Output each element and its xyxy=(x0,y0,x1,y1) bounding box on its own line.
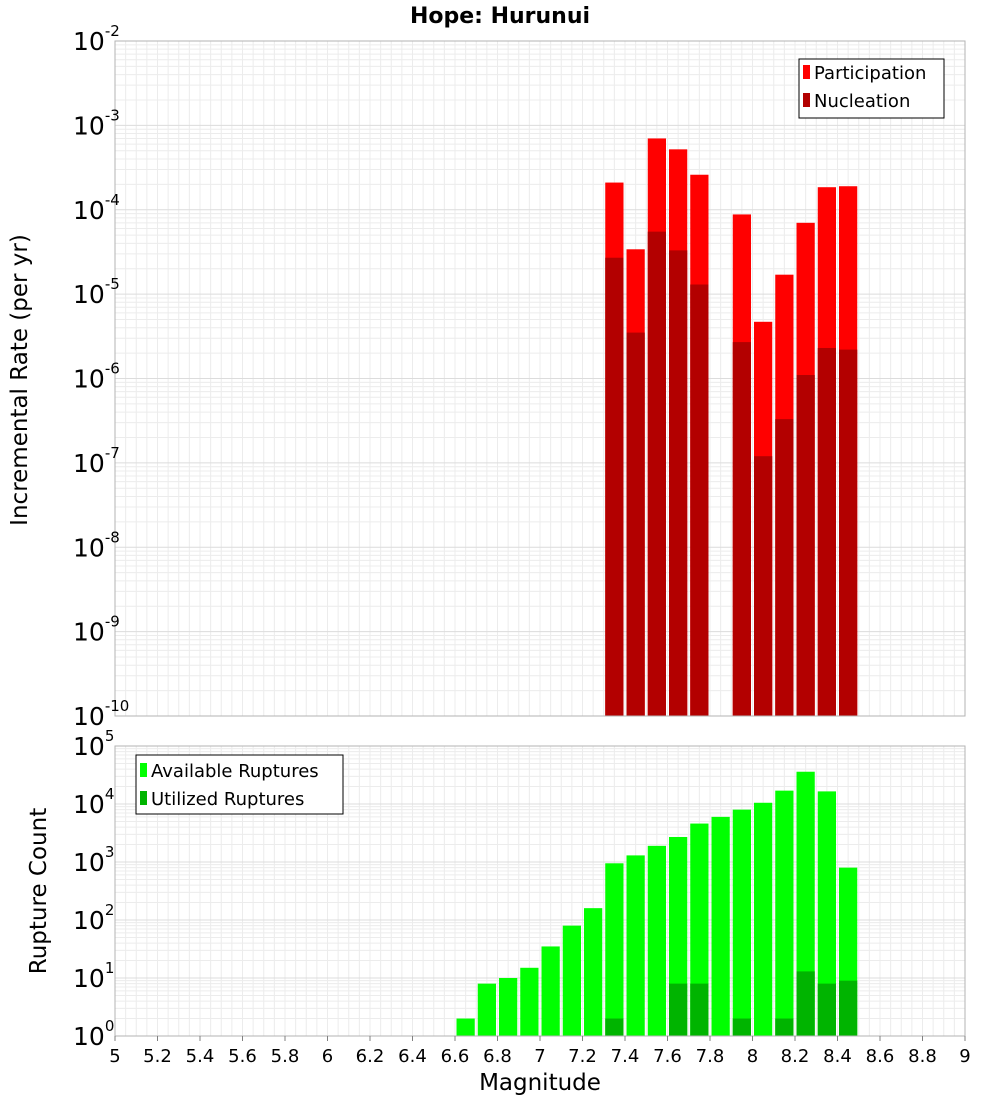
x-tick-label-6-2: 6.2 xyxy=(356,1046,385,1067)
legend-label-nucleation: Nucleation xyxy=(814,91,910,112)
count-panel: 100 101 102 103 104 105 5 5.2 5.4 5.6 5.8 6 6.2 6.4 6… xyxy=(26,727,971,1096)
chart-title: Hope: Hurunui xyxy=(410,4,590,29)
x-tick-label-7-2: 7.2 xyxy=(568,1046,597,1067)
count-bars xyxy=(456,771,858,1036)
bar-available-ruptures-8-05 xyxy=(754,802,773,1036)
bar-available-ruptures-7-55 xyxy=(647,845,666,1036)
bar-available-ruptures-7-15 xyxy=(562,925,581,1036)
legend-swatch-available-ruptures xyxy=(140,763,147,777)
bar-nucleation-7-55 xyxy=(647,231,666,716)
bar-available-ruptures-7-95 xyxy=(732,809,751,1036)
legend-swatch-nucleation xyxy=(803,93,810,107)
x-tick-label-8-8: 8.8 xyxy=(908,1046,937,1067)
y-tick-label-3: 103 xyxy=(73,843,114,877)
x-tick-label-7: 7 xyxy=(534,1046,545,1067)
x-tick-label-7-4: 7.4 xyxy=(611,1046,640,1067)
bar-available-ruptures-7-45 xyxy=(626,855,645,1036)
x-tick-label-5: 5 xyxy=(109,1046,120,1067)
bar-utilized-ruptures-8-35 xyxy=(817,983,836,1036)
bar-nucleation-7-95 xyxy=(732,342,751,716)
rate-legend-box xyxy=(798,58,945,119)
bar-nucleation-8-15 xyxy=(775,419,794,716)
y-tick-label-5: 105 xyxy=(73,727,114,761)
count-y-axis-title: Rupture Count xyxy=(26,808,52,974)
bar-utilized-ruptures-7-95 xyxy=(732,1018,751,1036)
bar-utilized-ruptures-8-25 xyxy=(796,971,815,1036)
legend-swatch-utilized-ruptures xyxy=(140,791,147,805)
bar-available-ruptures-7-25 xyxy=(584,908,603,1036)
rate-plot-frame xyxy=(114,40,966,717)
legend-label-available-ruptures: Available Ruptures xyxy=(151,761,319,782)
y-tick-label-4: 104 xyxy=(73,785,114,819)
bar-utilized-ruptures-8-15 xyxy=(775,1018,794,1036)
bar-nucleation-8-05 xyxy=(754,456,773,716)
bar-nucleation-7-45 xyxy=(626,332,645,716)
bar-available-ruptures-8-15 xyxy=(775,790,794,1036)
bar-nucleation-8-45 xyxy=(839,349,858,716)
y-tick-label-9: 10-9 xyxy=(73,613,120,647)
bar-available-ruptures-6-85 xyxy=(499,978,518,1036)
y-tick-label-6: 10-6 xyxy=(73,360,120,394)
x-tick-label-5-8: 5.8 xyxy=(271,1046,300,1067)
x-tick-label-6-4: 6.4 xyxy=(398,1046,427,1067)
rate-panel: 10-10 10-9 10-8 10-7 10-6 10-5 10-4 10-3 10-2 In… xyxy=(7,22,966,731)
x-tick-label-8: 8 xyxy=(747,1046,758,1067)
bar-available-ruptures-6-95 xyxy=(520,967,539,1036)
rate-gridlines xyxy=(114,41,966,717)
x-tick-label-8-2: 8.2 xyxy=(781,1046,810,1067)
x-tick-label-5-4: 5.4 xyxy=(186,1046,215,1067)
y-tick-label-1: 101 xyxy=(73,959,114,993)
legend-label-utilized-ruptures: Utilized Ruptures xyxy=(151,789,304,810)
bar-nucleation-8-25 xyxy=(796,375,815,716)
x-tick-label-8-4: 8.4 xyxy=(823,1046,852,1067)
rate-bars xyxy=(605,138,858,717)
legend-label-participation: Participation xyxy=(814,63,926,84)
bar-available-ruptures-6-65 xyxy=(456,1018,475,1036)
x-tick-label-6: 6 xyxy=(322,1046,333,1067)
y-tick-label-3: 10-3 xyxy=(73,106,120,140)
count-y-ticks: 100 101 102 103 104 105 xyxy=(73,727,114,1051)
bar-available-ruptures-7-75 xyxy=(690,823,709,1036)
x-axis-title: Magnitude xyxy=(479,1070,601,1096)
x-tick-label-8-6: 8.6 xyxy=(866,1046,895,1067)
x-tick-label-6-6: 6.6 xyxy=(441,1046,470,1067)
bar-nucleation-7-75 xyxy=(690,284,709,716)
count-legend-box xyxy=(135,754,344,815)
bar-available-ruptures-7-35 xyxy=(605,863,624,1036)
x-tick-label-9: 9 xyxy=(959,1046,970,1067)
y-tick-label-5: 10-5 xyxy=(73,275,120,309)
bar-available-ruptures-7-05 xyxy=(541,946,560,1036)
legend-swatch-participation xyxy=(803,65,810,79)
bar-utilized-ruptures-7-65 xyxy=(669,983,688,1036)
rate-y-ticks: 10-10 10-9 10-8 10-7 10-6 10-5 10-4 10-3 10-2 xyxy=(73,22,129,731)
y-tick-label-0: 100 xyxy=(73,1017,114,1051)
bar-utilized-ruptures-8-45 xyxy=(839,980,858,1036)
y-tick-label-2: 10-2 xyxy=(73,22,120,56)
bar-available-ruptures-6-75 xyxy=(477,983,496,1036)
y-tick-label-8: 10-8 xyxy=(73,528,120,562)
count-legend: Available Ruptures Utilized Ruptures xyxy=(135,754,344,815)
x-tick-label-5-6: 5.6 xyxy=(228,1046,257,1067)
y-tick-label-4: 10-4 xyxy=(73,191,120,225)
bar-available-ruptures-8-25 xyxy=(796,771,815,1036)
bar-nucleation-7-65 xyxy=(669,250,688,717)
y-tick-label-7: 10-7 xyxy=(73,444,120,478)
count-x-ticks: 5 5.2 5.4 5.6 5.8 6 6.2 6.4 6.6 6.8 7 7.2 7.4 7.6 7.8 8… xyxy=(109,1036,971,1067)
x-tick-label-6-8: 6.8 xyxy=(483,1046,512,1067)
rate-y-axis-title: Incremental Rate (per yr) xyxy=(7,234,33,526)
y-tick-label-10: 10-10 xyxy=(73,697,129,731)
bar-utilized-ruptures-7-75 xyxy=(690,983,709,1036)
x-tick-label-5-2: 5.2 xyxy=(143,1046,172,1067)
bar-available-ruptures-8-35 xyxy=(817,791,836,1036)
bar-nucleation-7-35 xyxy=(605,257,624,716)
bar-available-ruptures-7-85 xyxy=(711,816,730,1036)
x-tick-label-7-6: 7.6 xyxy=(653,1046,682,1067)
x-tick-label-7-8: 7.8 xyxy=(696,1046,725,1067)
rate-legend: Participation Nucleation xyxy=(798,58,945,119)
bar-utilized-ruptures-7-35 xyxy=(605,1018,624,1036)
y-tick-label-2: 102 xyxy=(73,901,114,935)
bar-nucleation-8-35 xyxy=(817,347,836,716)
